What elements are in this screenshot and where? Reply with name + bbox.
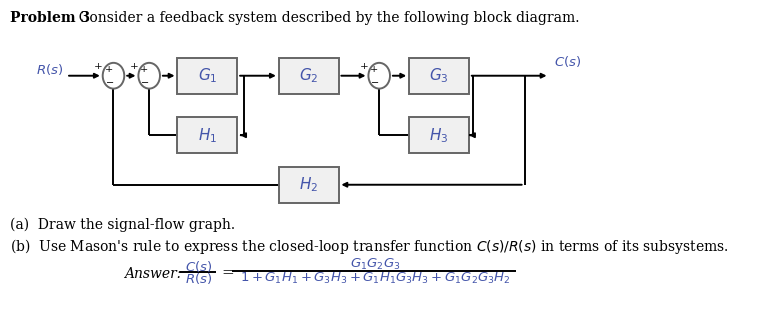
FancyBboxPatch shape [178,117,237,153]
FancyBboxPatch shape [178,58,237,94]
Circle shape [103,63,124,89]
Text: $1+G_1H_1+G_3H_3+G_1H_1G_3H_3+G_1G_2G_3H_2$: $1+G_1H_1+G_3H_3+G_1H_1G_3H_3+G_1G_2G_3H… [239,271,510,286]
Text: $H_3$: $H_3$ [429,126,449,144]
Text: $G_1G_2G_3$: $G_1G_2G_3$ [350,256,400,271]
FancyBboxPatch shape [279,58,338,94]
Text: +: + [141,66,148,75]
FancyBboxPatch shape [409,58,469,94]
Text: $R(s)$: $R(s)$ [36,62,63,77]
Text: Answer:: Answer: [124,267,181,281]
Text: $G_2$: $G_2$ [299,66,318,85]
Text: Problem 3: Problem 3 [10,11,90,25]
Text: −: − [371,79,380,88]
Text: −: − [141,79,150,88]
Text: (b)  Use Mason's rule to express the closed-loop transfer function $C(s)/R(s)$ i: (b) Use Mason's rule to express the clos… [10,237,729,256]
Circle shape [368,63,390,89]
Text: $H_1$: $H_1$ [198,126,217,144]
Text: +: + [360,62,369,71]
Text: +: + [130,62,139,71]
Text: $R(s)$: $R(s)$ [185,271,212,286]
Text: $G_1$: $G_1$ [198,66,217,85]
FancyBboxPatch shape [409,117,469,153]
Text: $C(s)$: $C(s)$ [185,259,212,274]
Text: $G_3$: $G_3$ [429,66,449,85]
Text: $C(s)$: $C(s)$ [554,54,581,69]
FancyBboxPatch shape [279,167,338,202]
Text: −: − [106,79,113,88]
Text: Consider a feedback system described by the following block diagram.: Consider a feedback system described by … [70,11,580,25]
Text: (a)  Draw the signal-flow graph.: (a) Draw the signal-flow graph. [10,217,235,232]
Text: +: + [94,62,103,71]
Text: +: + [104,66,113,75]
Circle shape [138,63,160,89]
Text: =: = [222,266,234,280]
Text: +: + [371,66,378,75]
Text: $H_2$: $H_2$ [299,175,318,194]
